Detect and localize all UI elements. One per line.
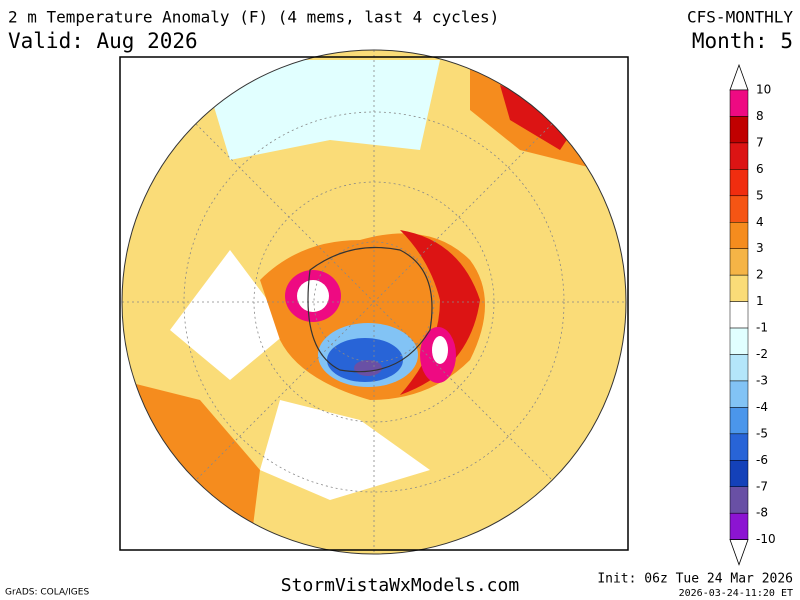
colorbar-label: -1 xyxy=(756,321,768,335)
colorbar-bottom-arrow xyxy=(729,539,749,566)
colorbar-label: -2 xyxy=(756,347,768,361)
init-time: Init: 06z Tue 24 Mar 2026 xyxy=(597,572,793,587)
timestamp: 2026-03-24-11:20 ET xyxy=(679,588,793,599)
colorbar-label: 1 xyxy=(756,294,764,308)
colorbar-box xyxy=(729,380,749,408)
month-label: Month: 5 xyxy=(692,29,793,53)
colorbar-label: 7 xyxy=(756,135,764,149)
valid-date: Valid: Aug 2026 xyxy=(8,29,198,53)
colorbar-box xyxy=(729,486,749,514)
colorbar-label: -8 xyxy=(756,506,768,520)
cold-region xyxy=(354,360,382,376)
neutral-region xyxy=(170,250,290,380)
software-credit: GrADS: COLA/IGES xyxy=(5,588,89,598)
site-name: StormVistaWxModels.com xyxy=(281,575,519,596)
colorbar-box xyxy=(729,248,749,276)
colorbar-label: -7 xyxy=(756,479,768,493)
colorbar-label: 3 xyxy=(756,241,764,255)
colorbar-label: -10 xyxy=(756,532,776,546)
title: 2 m Temperature Anomaly (F) (4 mems, las… xyxy=(8,8,499,27)
colorbar-label: -4 xyxy=(756,400,768,414)
colorbar-box xyxy=(729,512,749,540)
hot-spot xyxy=(432,336,448,364)
map-edge xyxy=(121,49,627,555)
colorbar-label: 4 xyxy=(756,215,764,229)
cool-region xyxy=(200,60,440,160)
colorbar-label: 10 xyxy=(756,83,771,97)
neutral-region xyxy=(260,400,430,500)
warm-region xyxy=(500,85,580,150)
colorbar-box xyxy=(729,89,749,117)
colorbar-label: 5 xyxy=(756,188,764,202)
colorbar-box xyxy=(729,274,749,302)
colorbar-box xyxy=(729,407,749,435)
warm-ring xyxy=(400,230,480,395)
colorbar-label: -3 xyxy=(756,373,768,387)
graticule xyxy=(122,50,626,554)
colorbar-box xyxy=(729,195,749,223)
colorbar-box xyxy=(729,327,749,355)
colorbar-box xyxy=(729,116,749,144)
anomaly-map xyxy=(122,50,626,554)
map-frame xyxy=(119,56,629,551)
colorbar-box xyxy=(729,433,749,461)
colorbar-box xyxy=(729,354,749,382)
colorbar-box xyxy=(729,222,749,249)
colorbar-top-arrow xyxy=(729,63,749,91)
hot-spot xyxy=(297,280,329,312)
colorbar-box xyxy=(729,301,749,329)
colorbar-label: -6 xyxy=(756,453,768,467)
colorbar-label: 6 xyxy=(756,162,764,176)
colorbar-label: -5 xyxy=(756,426,768,440)
colorbar-box xyxy=(729,142,749,170)
coastline xyxy=(307,246,433,373)
colorbar-box xyxy=(729,169,749,197)
model-name: CFS-MONTHLY xyxy=(687,8,793,27)
colorbar-label: 8 xyxy=(756,109,764,123)
colorbar-box xyxy=(729,460,749,487)
colorbar-label: 2 xyxy=(756,268,764,282)
